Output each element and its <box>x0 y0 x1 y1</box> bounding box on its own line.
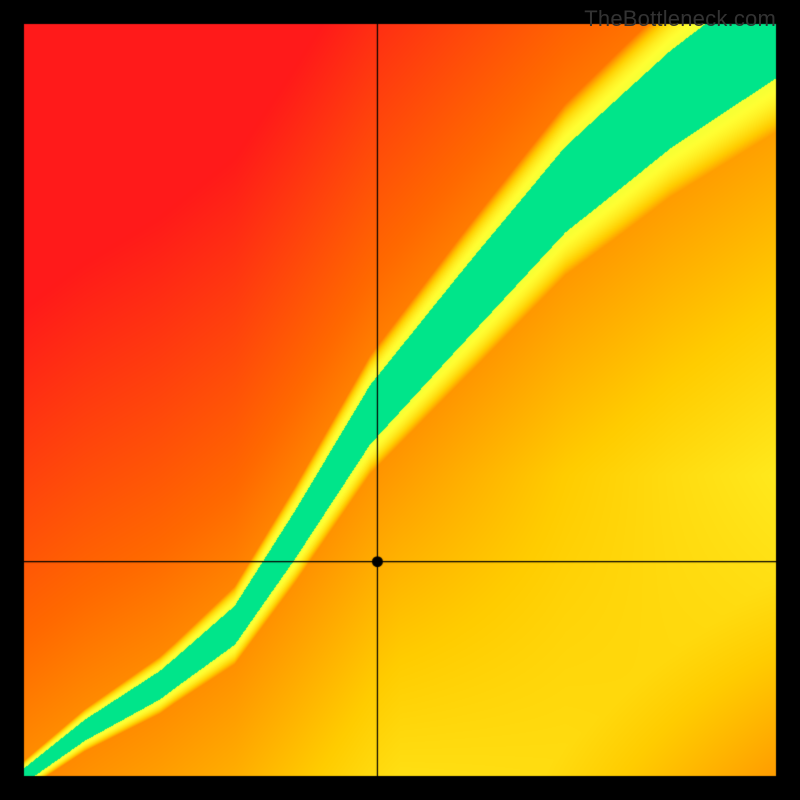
chart-container: TheBottleneck.com <box>0 0 800 800</box>
watermark-text: TheBottleneck.com <box>584 6 776 32</box>
heatmap-canvas <box>0 0 800 800</box>
